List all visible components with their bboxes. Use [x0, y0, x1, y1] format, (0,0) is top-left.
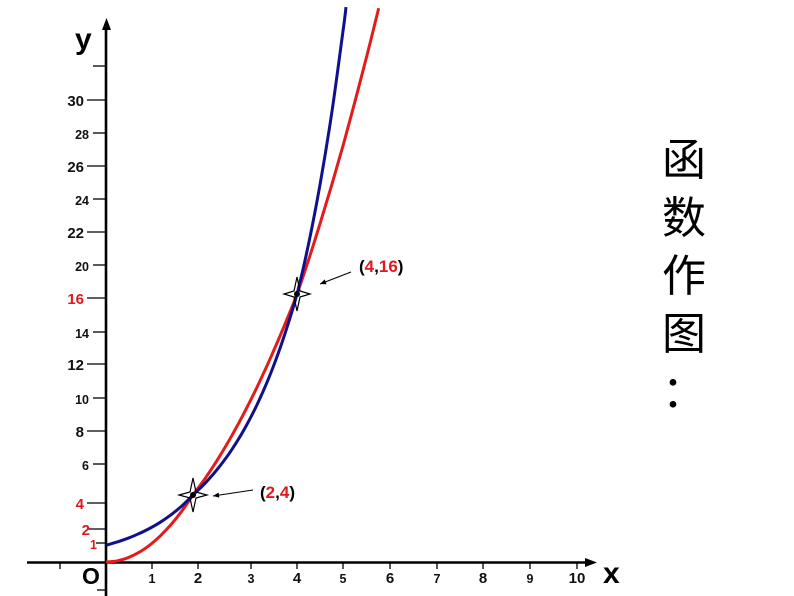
title-char: ： [662, 367, 706, 418]
pointer-arrow [212, 489, 254, 497]
x-tick-label: 2 [194, 570, 202, 587]
coordinate-value: 4 [280, 483, 290, 502]
coordinate-punctuation: ) [289, 483, 295, 502]
x-tick-label: 6 [386, 570, 394, 587]
intersection-point: (2,4) [176, 477, 295, 513]
y-tick-label: 16 [67, 291, 84, 308]
y-tick-label: 26 [67, 159, 84, 176]
curves [105, 6, 381, 564]
point-label: (2,4) [260, 483, 295, 502]
y-tick-label: 30 [67, 93, 84, 110]
y-tick-label: 10 [75, 393, 89, 407]
y-tick-label: 6 [82, 459, 89, 473]
title-char: 数 [662, 193, 706, 244]
x-tick-label: 4 [293, 570, 302, 587]
arrowhead-icon [320, 279, 327, 285]
x-axis-arrow-icon [585, 558, 597, 567]
y-tick-label: 22 [67, 225, 84, 242]
y-tick-label: 20 [75, 260, 89, 274]
title-char: 函 [662, 135, 706, 186]
arrowhead-icon [213, 492, 220, 498]
x-tick-label: 9 [527, 572, 534, 586]
title-char: 作 [662, 251, 706, 302]
coordinate-value: 16 [379, 257, 398, 276]
coordinate-punctuation: , [275, 483, 280, 502]
x-tick-label: 8 [479, 570, 487, 587]
coordinate-punctuation: ( [260, 483, 266, 502]
coordinate-punctuation: ( [359, 257, 365, 276]
coordinate-value: 2 [266, 483, 275, 502]
y-tick-label: 24 [75, 194, 89, 208]
y-tick-label: 4 [76, 496, 85, 513]
curve-2-power-x [105, 6, 348, 547]
y-tick-label: 8 [76, 424, 84, 441]
y-tick-label: 14 [75, 327, 89, 341]
x-tick-label: 3 [248, 572, 255, 586]
x-tick-label: 10 [569, 570, 586, 587]
y-axis-ticks: 30 28 26 24 22 20 16 14 12 10 8 6 4 21 [67, 65, 106, 591]
axes: y x O [27, 18, 620, 596]
point-dot-icon [294, 291, 300, 297]
origin-label: O [82, 563, 100, 589]
point-label: (4,16) [359, 257, 403, 276]
star-marker-icon [176, 477, 210, 513]
x-axis-label: x [603, 557, 620, 590]
annotations: (2,4)(4,16) [176, 257, 403, 513]
intersection-point: (4,16) [281, 257, 403, 312]
star-marker-icon [281, 276, 313, 312]
y-tick-label: 28 [75, 128, 89, 142]
y-axis-arrow-icon [102, 18, 111, 30]
y-tick-label: 1 [90, 538, 97, 552]
coordinate-value: 4 [365, 257, 375, 276]
x-tick-label: 1 [149, 572, 156, 586]
title-char: 图 [662, 309, 706, 360]
slide-title: 函数作图 ： [659, 132, 709, 422]
x-axis-ticks: 1 2 3 4 5 6 7 8 9 10 [59, 563, 586, 587]
x-tick-label: 7 [434, 572, 441, 586]
y-axis-label: y [75, 23, 92, 56]
coordinate-punctuation: , [374, 257, 379, 276]
y-tick-label: 2 [82, 522, 90, 539]
point-dot-icon [190, 492, 196, 498]
y-tick-label: 12 [67, 357, 84, 374]
curve-x-squared [105, 7, 381, 564]
coordinate-punctuation: ) [398, 257, 404, 276]
x-tick-label: 5 [340, 572, 347, 586]
